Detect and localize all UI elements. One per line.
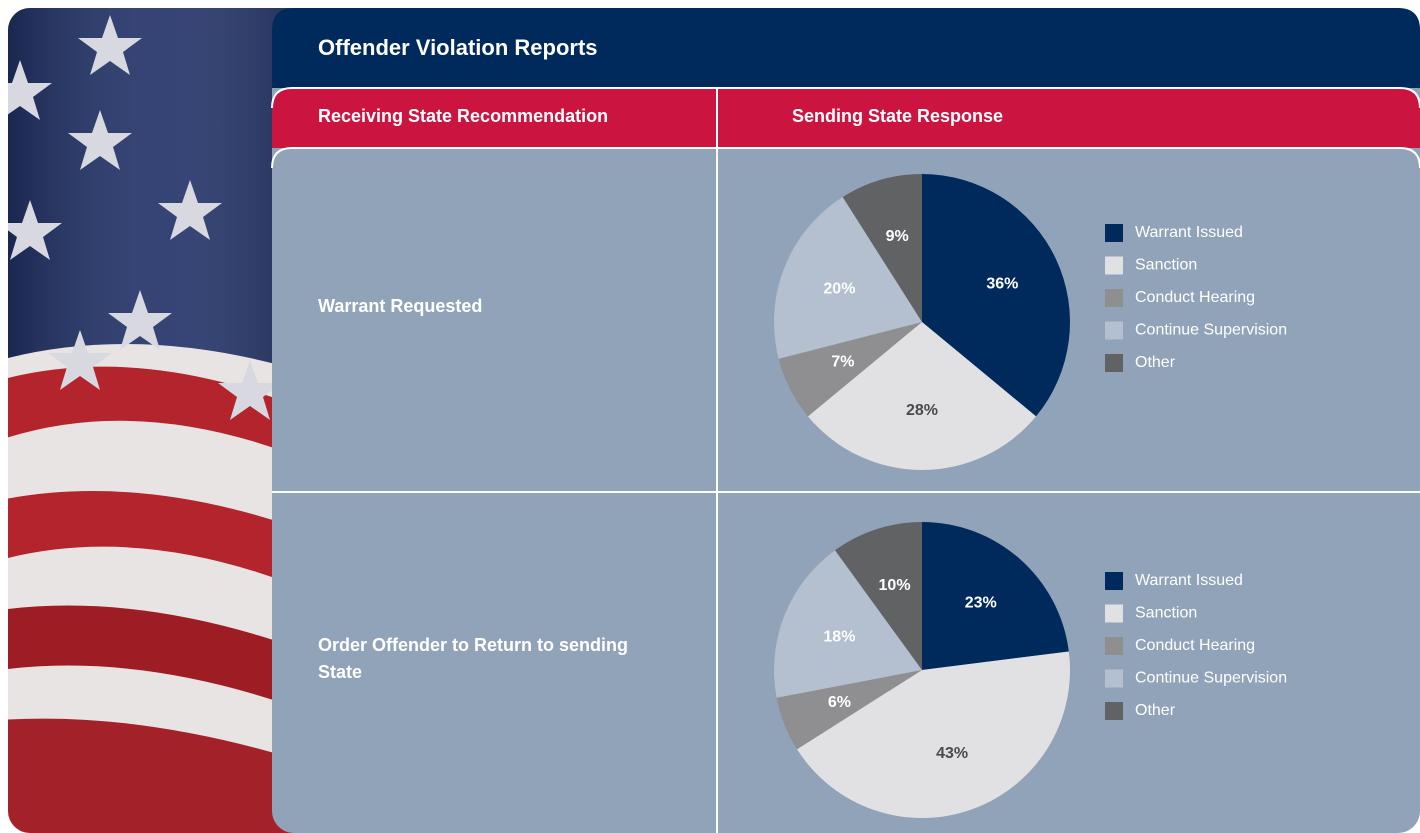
legend-label: Other	[1135, 354, 1176, 371]
pie-slice	[835, 522, 922, 670]
legend-swatch	[1105, 669, 1123, 688]
title-bar	[272, 8, 1420, 88]
pie-slice	[774, 197, 922, 359]
legend-label: Continue Supervision	[1135, 670, 1287, 687]
pie-slice	[797, 651, 1070, 818]
column-header-bar	[272, 88, 1420, 148]
data-label: 6%	[828, 694, 851, 711]
pie-slice	[776, 670, 922, 750]
row-label: Warrant Requested	[318, 296, 483, 316]
legend-swatch	[1105, 289, 1123, 307]
legend-label: Other	[1135, 702, 1176, 719]
pie-slice	[922, 522, 1069, 670]
legend-swatch	[1105, 224, 1123, 242]
data-label: 43%	[936, 745, 968, 762]
legend-swatch	[1105, 637, 1123, 655]
data-label: 10%	[879, 577, 911, 594]
data-label: 7%	[831, 354, 854, 371]
pie-slice	[922, 173, 1071, 417]
legend-label: Warrant Issued	[1135, 224, 1243, 241]
title: Offender Violation Reports	[318, 35, 598, 60]
data-label: 23%	[965, 595, 997, 612]
data-label: 18%	[823, 629, 855, 646]
legend-swatch	[1105, 572, 1123, 590]
legend-label: Conduct Hearing	[1135, 289, 1255, 306]
legend-swatch	[1105, 321, 1123, 340]
legend-swatch	[1105, 604, 1123, 623]
column-header: Sending State Response	[792, 106, 1004, 126]
legend-swatch	[1105, 702, 1123, 720]
pie-slice	[774, 550, 922, 698]
data-label: 20%	[823, 281, 855, 298]
row-label: Order Offender to Return to sending Stat…	[318, 635, 629, 682]
legend-label: Conduct Hearing	[1135, 637, 1255, 654]
data-label: 9%	[886, 228, 909, 245]
pie-slice	[842, 174, 922, 322]
pie-slice	[778, 322, 922, 417]
data-label: 28%	[906, 402, 938, 419]
pie-slice	[807, 322, 1037, 471]
legend-label: Warrant Issued	[1135, 572, 1243, 589]
column-header: Receiving State Recommendation	[318, 106, 609, 126]
legend-swatch	[1105, 256, 1123, 275]
legend-label: Continue Supervision	[1135, 322, 1287, 339]
legend-swatch	[1105, 354, 1123, 372]
legend-label: Sanction	[1135, 605, 1197, 622]
legend-label: Sanction	[1135, 257, 1197, 274]
data-label: 36%	[986, 275, 1018, 292]
